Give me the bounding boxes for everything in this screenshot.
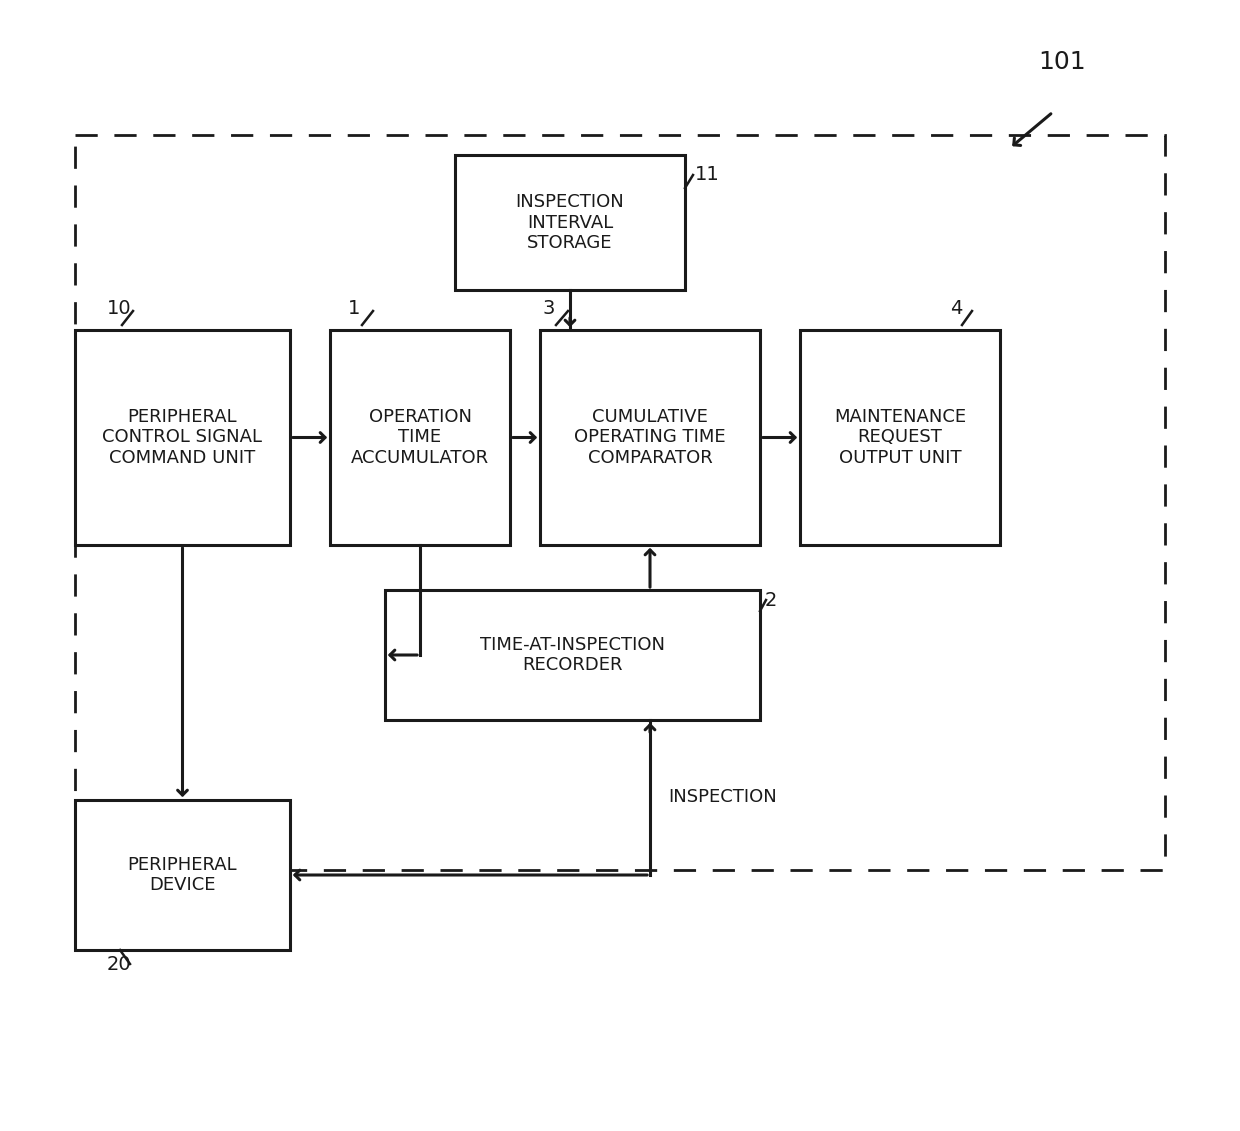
Text: PERIPHERAL
DEVICE: PERIPHERAL DEVICE: [128, 855, 237, 895]
Bar: [74, 800, 290, 950]
Bar: [455, 155, 684, 290]
Text: TIME-AT-INSPECTION
RECORDER: TIME-AT-INSPECTION RECORDER: [480, 636, 665, 674]
Bar: [384, 590, 760, 720]
Text: 10: 10: [107, 299, 131, 318]
Text: MAINTENANCE
REQUEST
OUTPUT UNIT: MAINTENANCE REQUEST OUTPUT UNIT: [835, 407, 966, 467]
Text: 2: 2: [765, 590, 777, 610]
Text: 1: 1: [348, 299, 361, 318]
Bar: [330, 330, 510, 545]
Text: CUMULATIVE
OPERATING TIME
COMPARATOR: CUMULATIVE OPERATING TIME COMPARATOR: [574, 407, 725, 467]
Bar: [800, 330, 999, 545]
Bar: [539, 330, 760, 545]
Text: INSPECTION
INTERVAL
STORAGE: INSPECTION INTERVAL STORAGE: [516, 192, 625, 252]
Text: OPERATION
TIME
ACCUMULATOR: OPERATION TIME ACCUMULATOR: [351, 407, 489, 467]
Text: INSPECTION: INSPECTION: [668, 788, 776, 806]
Text: 4: 4: [950, 299, 962, 318]
Text: 11: 11: [694, 165, 719, 184]
Bar: [74, 330, 290, 545]
Text: 3: 3: [542, 299, 554, 318]
Bar: [74, 135, 1166, 870]
Text: 20: 20: [107, 956, 131, 975]
Text: PERIPHERAL
CONTROL SIGNAL
COMMAND UNIT: PERIPHERAL CONTROL SIGNAL COMMAND UNIT: [103, 407, 263, 467]
Text: 101: 101: [1038, 50, 1086, 74]
